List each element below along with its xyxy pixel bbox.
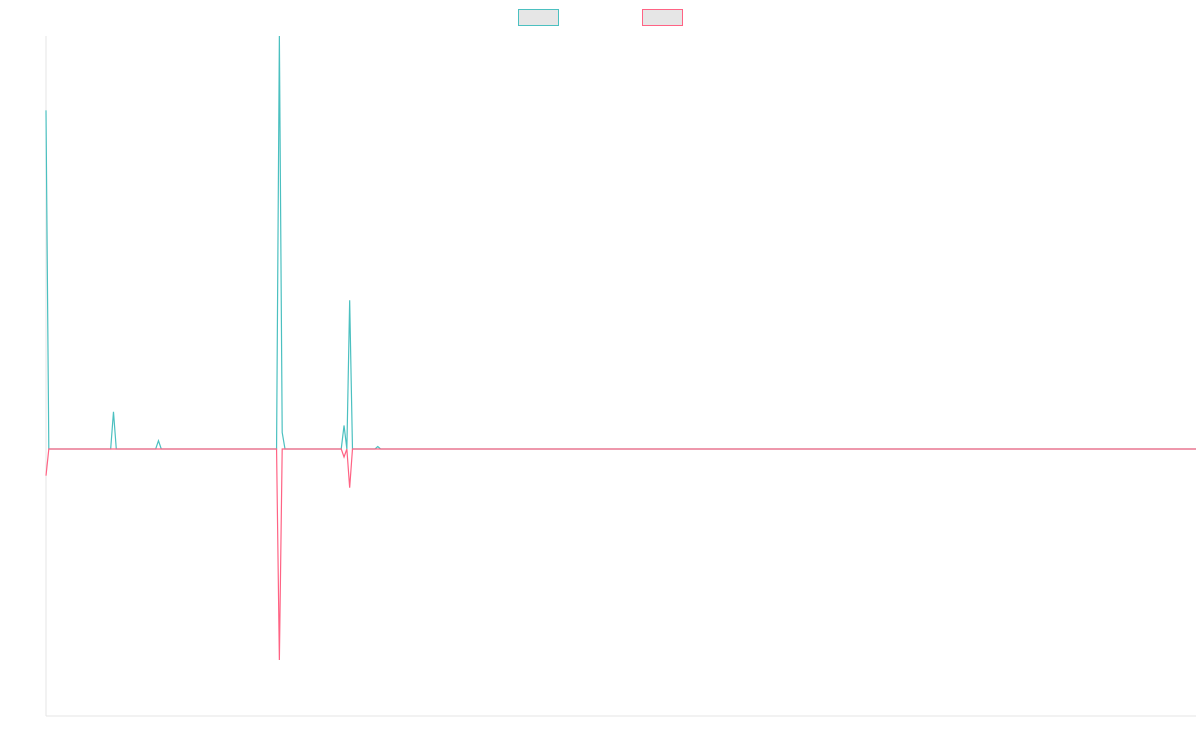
series-layer [45, 35, 1196, 660]
series-line-1 [45, 35, 1196, 450]
legend-swatch-1[interactable] [518, 9, 559, 26]
legend [518, 9, 683, 26]
legend-swatch-2[interactable] [642, 9, 683, 26]
series-line-2 [45, 448, 1196, 660]
